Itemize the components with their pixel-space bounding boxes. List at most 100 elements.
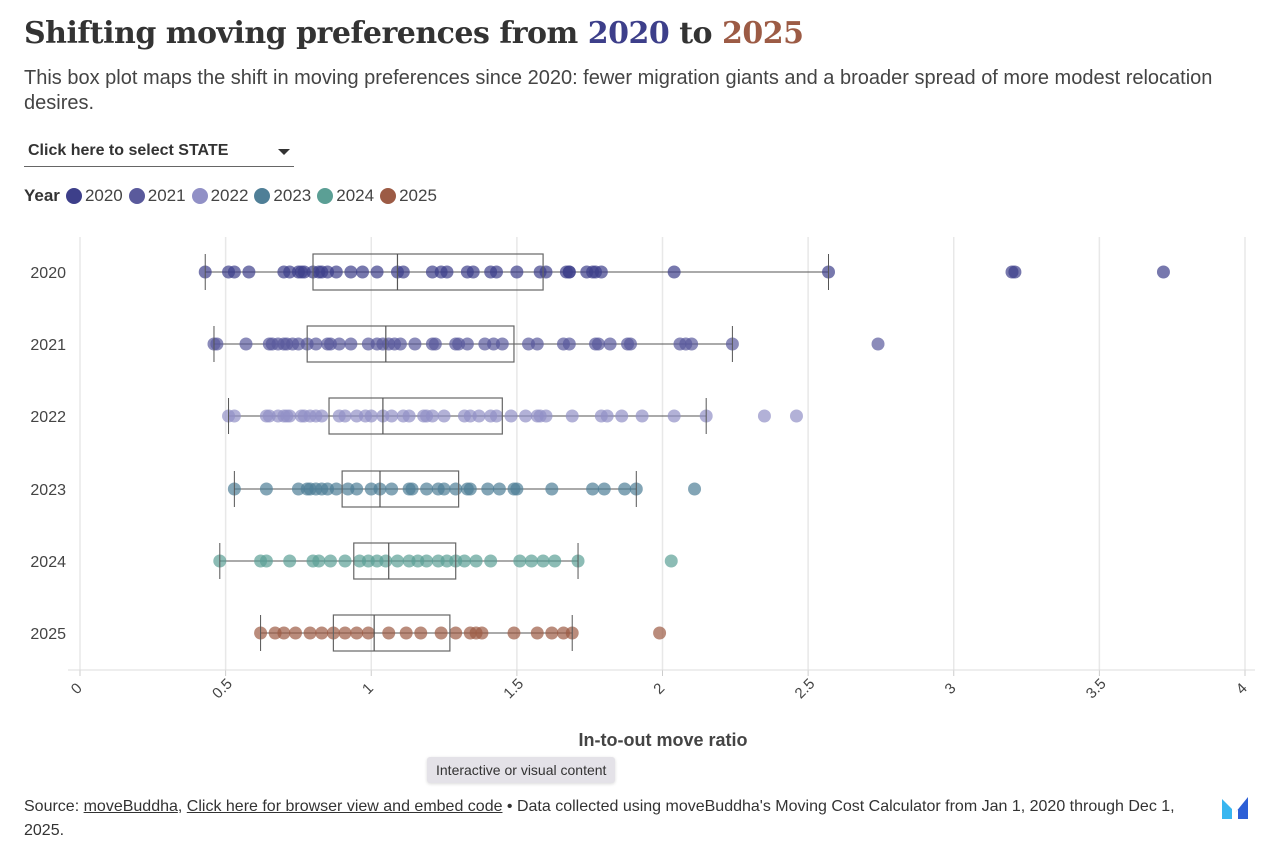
legend-item-2022[interactable]: 2022 (191, 186, 249, 206)
data-point (440, 265, 454, 279)
x-tick-label: 4 (1233, 680, 1251, 698)
x-axis-label: In-to-out move ratio (578, 730, 748, 750)
iqr-box (306, 325, 515, 363)
chart-title: Shifting moving preferences from 2020 to… (24, 16, 804, 51)
data-point (428, 337, 442, 351)
y-tick-label: 2021 (30, 337, 66, 354)
data-point (489, 409, 503, 423)
embed-link[interactable]: Click here for browser view and embed co… (186, 798, 503, 815)
legend-item-2021[interactable]: 2021 (128, 186, 186, 206)
data-point (338, 554, 352, 568)
legend-label: 2023 (273, 186, 312, 205)
legend-swatch (65, 188, 82, 204)
data-point (789, 409, 803, 423)
iqr-box (353, 542, 457, 580)
data-point (344, 337, 358, 351)
legend-item-2025[interactable]: 2025 (380, 186, 437, 206)
x-tick-label: 2.5 (792, 675, 819, 702)
data-point (489, 265, 503, 279)
data-point (312, 554, 326, 568)
data-point (332, 337, 346, 351)
data-point (615, 409, 629, 423)
x-tick-label: 3.5 (1083, 675, 1110, 702)
data-point (548, 554, 562, 568)
legend-swatch (128, 188, 145, 204)
data-point (545, 482, 559, 496)
data-point (594, 265, 608, 279)
legend-swatch (254, 188, 271, 204)
legend-item-2020[interactable]: 2020 (65, 186, 123, 206)
data-point (562, 265, 576, 279)
iqr-box (341, 470, 460, 508)
data-point (510, 482, 524, 496)
data-point (227, 409, 241, 423)
data-point (420, 482, 434, 496)
data-point (239, 337, 253, 351)
data-point (536, 554, 550, 568)
source-link[interactable]: moveBuddha (83, 798, 178, 815)
data-point (405, 482, 419, 496)
data-point (586, 482, 600, 496)
title-text-mid: to (669, 16, 723, 51)
data-point (227, 265, 241, 279)
x-tick-label: 0.5 (209, 675, 236, 702)
data-point (390, 554, 404, 568)
state-dropdown[interactable]: Click here to select STATE (24, 138, 294, 167)
x-tick-label: 1 (359, 680, 377, 698)
data-point (603, 337, 617, 351)
separator: , (177, 798, 187, 815)
data-point (530, 337, 544, 351)
x-tick-label: 0 (68, 680, 86, 698)
data-point (425, 409, 439, 423)
data-point (434, 626, 448, 640)
data-point (329, 265, 343, 279)
footer-note: • Data collected using moveBuddha's Movi… (24, 798, 1175, 839)
iqr-box (332, 614, 451, 652)
legend-swatch (317, 188, 334, 204)
y-tick-label: 2023 (30, 482, 66, 499)
x-tick-label: 1.5 (500, 675, 527, 702)
x-tick-label: 2 (650, 680, 668, 698)
data-point (460, 337, 474, 351)
data-point (513, 554, 527, 568)
title-text: Shifting moving preferences from (24, 16, 588, 51)
data-point (524, 554, 538, 568)
data-point (402, 409, 416, 423)
data-point (259, 482, 273, 496)
data-point (591, 337, 605, 351)
data-point (507, 626, 521, 640)
data-point (469, 554, 483, 568)
data-point (539, 409, 553, 423)
y-tick-label: 2022 (30, 409, 66, 426)
data-point (437, 482, 451, 496)
data-point (338, 409, 352, 423)
data-point (565, 409, 579, 423)
data-point (618, 482, 632, 496)
data-point (382, 626, 396, 640)
legend-label: 2024 (336, 186, 375, 205)
legend-item-2023[interactable]: 2023 (254, 186, 311, 206)
data-point (289, 626, 303, 640)
data-point (597, 482, 611, 496)
data-point (420, 554, 434, 568)
y-tick-label: 2024 (30, 554, 66, 571)
data-point (530, 626, 544, 640)
data-point (562, 337, 576, 351)
data-point (623, 337, 637, 351)
source-prefix: Source: (24, 798, 84, 815)
legend-label: 2022 (210, 186, 249, 205)
legend-item-2024[interactable]: 2024 (317, 186, 374, 206)
iqr-box (328, 397, 503, 435)
data-point (396, 265, 410, 279)
legend-swatch (380, 188, 397, 204)
chart-subtitle: This box plot maps the shift in moving p… (24, 67, 1213, 114)
data-point (475, 626, 489, 640)
data-point (492, 482, 506, 496)
data-point (303, 626, 317, 640)
data-point (510, 265, 524, 279)
data-point (667, 409, 681, 423)
data-point (519, 409, 533, 423)
data-point (449, 626, 463, 640)
legend-label: 2021 (147, 186, 186, 205)
data-point (463, 482, 477, 496)
